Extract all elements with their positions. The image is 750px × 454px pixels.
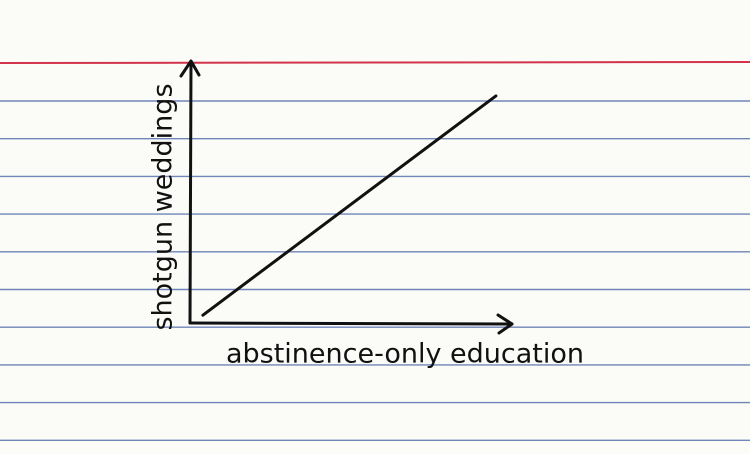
x-axis-arrow: [496, 313, 514, 335]
y-axis: [188, 60, 193, 325]
axes: [179, 59, 514, 335]
margin-line: [0, 61, 750, 64]
x-axis-label: abstinence-only education: [226, 339, 584, 370]
ruled-lines: [0, 100, 750, 441]
data-line: [201, 94, 498, 317]
x-axis: [188, 321, 514, 326]
y-axis-arrow: [179, 59, 201, 78]
y-axis-label: shotgun weddings: [148, 83, 179, 330]
